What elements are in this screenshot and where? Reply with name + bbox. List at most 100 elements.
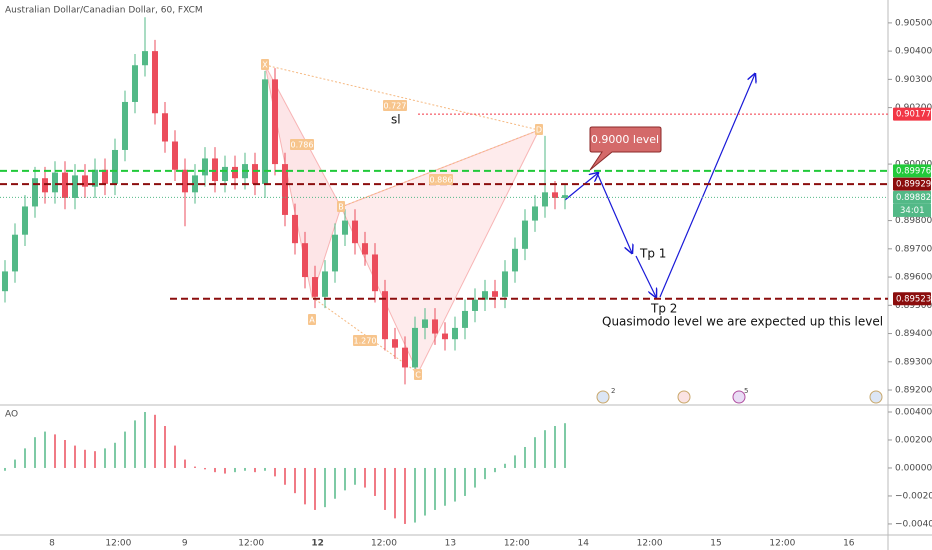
candle-body [252,164,258,184]
candle-body [132,65,138,102]
candle-body [272,79,278,165]
pattern-point-label: X [262,61,268,70]
candle-body [522,220,528,249]
y-tick-label: 0.89300 [895,357,932,367]
candle-body [292,214,298,244]
y-tick-label: −0.00400 [895,519,932,529]
pattern-bcd [340,129,541,375]
candle-body [102,169,108,184]
event-count: 2 [611,387,615,395]
candle-body [502,271,508,297]
x-tick-label: 15 [710,539,721,549]
candle-body [92,169,98,187]
candle-body [22,206,28,235]
x-tick-label: 12:00 [371,539,397,549]
y-tick-label: 0.89200 [895,386,932,396]
event-count: 5 [744,387,748,395]
y-tick-label: 0.90400 [895,47,932,57]
candle-body [312,277,318,297]
annotation: sl [391,113,401,127]
pattern-ratio-label: 0.786 [291,141,314,150]
candle-body [472,299,478,311]
candle-body [282,164,288,215]
candle-body [162,113,168,142]
events [596,390,883,404]
y-tick-label: 0.90500 [895,18,932,28]
candle-body [372,254,378,292]
pattern-point-label: C [415,371,421,380]
pattern-point-box [337,201,345,212]
annotation: Tp 2 [650,302,677,316]
pattern-ratio-box [429,174,453,185]
candle-body [322,271,328,297]
candle-body [192,175,198,193]
candle-body [152,51,158,114]
candle-body [212,158,218,182]
candle-body [142,51,148,66]
candle-body [202,158,208,176]
candle-body [442,333,448,340]
x-tick-label: 16 [843,539,855,549]
arrow [564,173,598,201]
candle-body [72,175,78,198]
candle-body [52,172,58,193]
candle-body [62,172,68,198]
candle-body [222,166,228,182]
candle-body [402,347,408,368]
candle-body [482,291,488,300]
candle-body [452,327,458,340]
pattern-point-box [535,124,543,135]
event-icon [596,390,610,404]
candle-body [122,101,128,150]
candle-body [82,175,88,187]
candle-body [492,291,498,297]
price-tag [893,107,931,121]
pattern-ratio-label: 0.727 [384,102,407,111]
x-tick-label: 8 [49,539,55,549]
y-tick-label: 0.90300 [895,75,932,85]
annotation: Tp 1 [639,247,666,261]
pattern-ratio-box [290,139,314,150]
candle-body [362,243,368,255]
arrow [597,174,632,253]
candle-body [112,149,118,184]
pattern-point-label: A [309,316,315,325]
y-tick-label: 0.89800 [895,216,932,226]
y-tick-label: 0.89400 [895,329,932,339]
price-tag-label: 0.89882 [896,193,931,203]
pattern-xd [264,64,540,131]
price-tag-label: 0.89976 [896,166,931,176]
candle-body [392,339,398,348]
x-tick-label: 12:00 [637,539,663,549]
pattern-point-label: B [338,203,344,212]
x-tick-label: 13 [445,539,456,549]
candle-body [512,248,518,272]
candle-body [552,192,558,198]
event-icon [869,390,883,404]
candle-body [182,169,188,193]
pattern-point-box [308,314,316,325]
x-tick-label: 12:00 [769,539,795,549]
y-tick-label: 0.00400 [895,407,932,417]
x-tick-label: 12 [311,539,324,549]
countdown-label: 34:01 [900,206,925,216]
price-tag [893,164,931,178]
candle-body [12,234,18,272]
y-tick-label: 0.89600 [895,273,932,283]
price-tag-label: 0.89929 [896,180,931,190]
pattern-ratio-box [383,100,407,111]
candle-body [302,243,308,278]
price-tag [893,190,931,204]
candle-body [432,319,438,334]
y-tick-label: 0.00200 [895,435,932,445]
y-tick-label: 0.89700 [895,244,932,254]
candle-body [382,291,388,340]
x-tick-label: 14 [577,539,589,549]
arrow [635,255,656,297]
candle-body [2,271,8,292]
indicator-title: AO [5,410,18,420]
candle-body [32,178,38,207]
pattern-point-label: D [536,126,542,135]
candle-body [352,220,358,244]
